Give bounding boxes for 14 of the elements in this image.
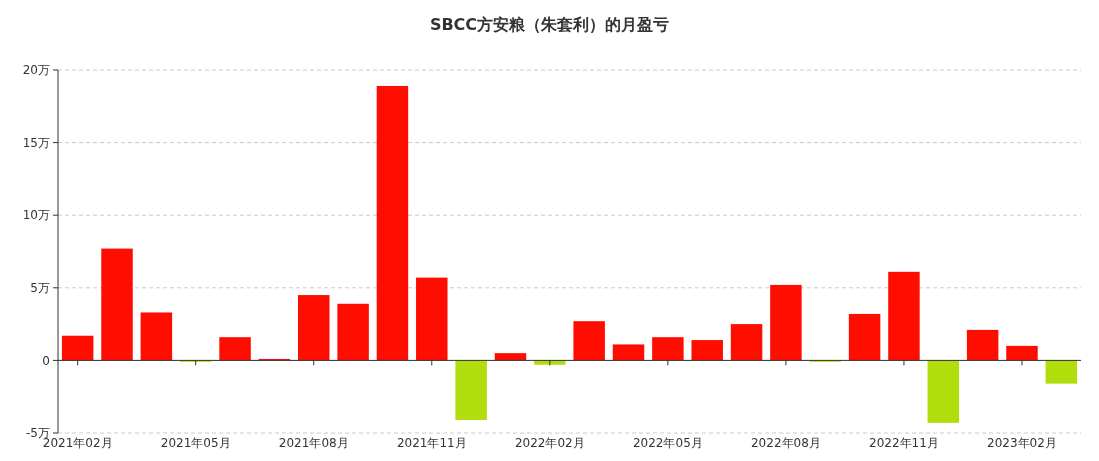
x-tick-label: 2021年08月	[278, 436, 349, 450]
x-tick-label: 2022年11月	[869, 436, 939, 450]
x-tick-label: 2022年08月	[751, 436, 821, 450]
y-tick-label: 10万	[22, 208, 50, 223]
y-tick-label: 20万	[22, 63, 50, 78]
y-tick-label: 0	[42, 353, 50, 368]
y-tick-label: 5万	[30, 281, 50, 295]
x-tick-label: 2022年05月	[632, 436, 703, 450]
chart-title: SBCC方安粮（朱套利）的月盈亏	[429, 15, 670, 34]
x-tick-label: 2023年02月	[987, 436, 1057, 450]
x-tick-label: 2021年11月	[396, 436, 467, 450]
x-tick-label: 2021年05月	[160, 436, 231, 450]
x-tick-label: 2022年02月	[514, 436, 585, 450]
y-tick-label: 15万	[22, 135, 50, 150]
